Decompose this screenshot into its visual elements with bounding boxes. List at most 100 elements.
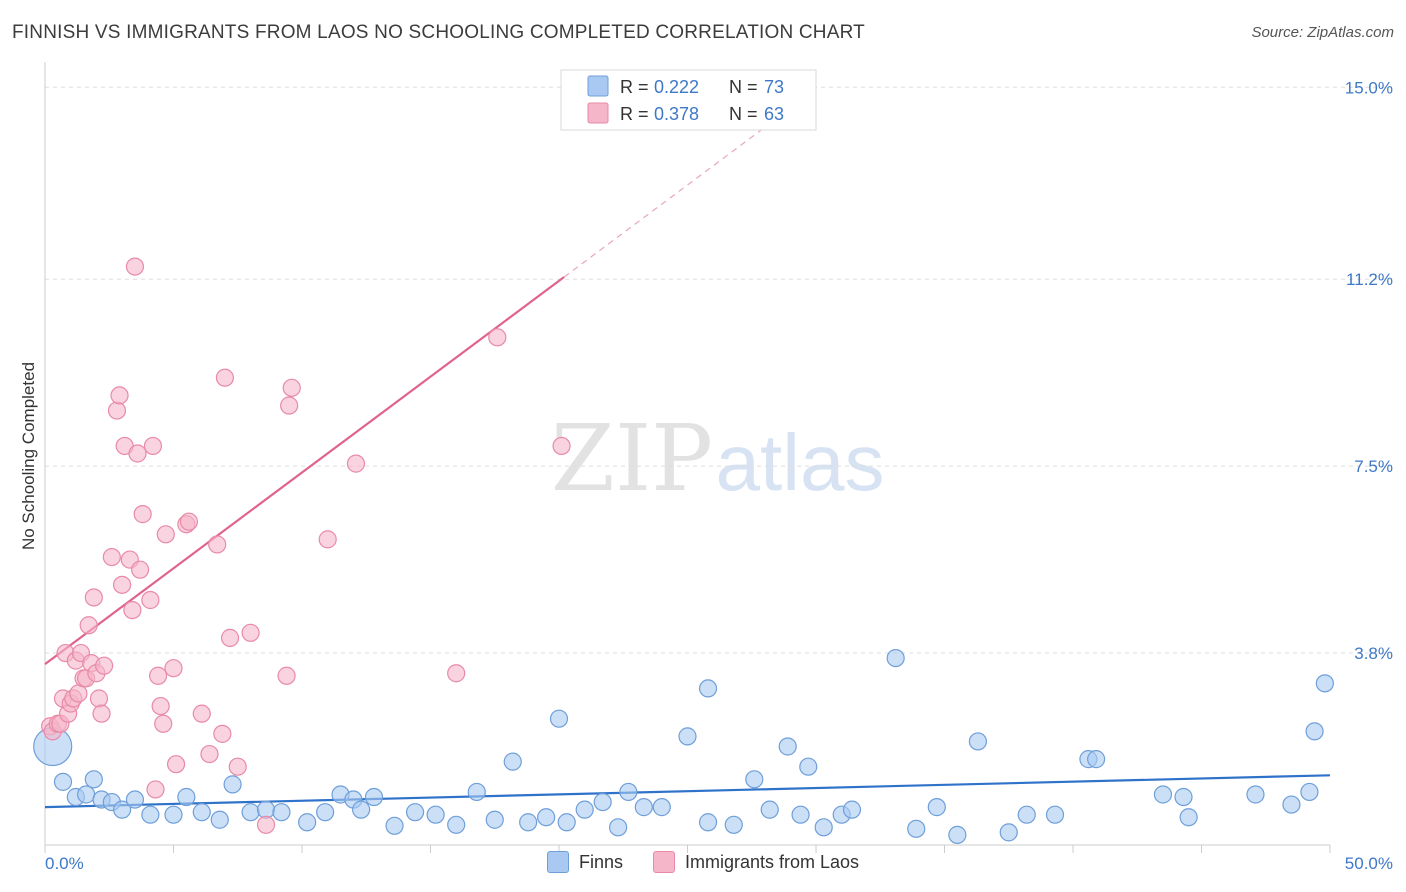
laos-point bbox=[192, 704, 211, 723]
finns-point bbox=[112, 800, 132, 819]
finns-point bbox=[405, 803, 425, 822]
laos-point bbox=[110, 386, 129, 405]
laos-point bbox=[92, 704, 111, 723]
finns-point bbox=[84, 770, 103, 789]
finns-point bbox=[1174, 787, 1193, 807]
finns-point bbox=[886, 648, 905, 668]
x-tick-label: 0.0% bbox=[45, 854, 84, 873]
finns-point bbox=[575, 800, 594, 819]
laos-point bbox=[133, 505, 152, 524]
y-tick-label: 11.2% bbox=[1346, 270, 1393, 289]
finns-point bbox=[791, 805, 810, 824]
laos-point bbox=[552, 436, 571, 456]
finns-point bbox=[485, 810, 504, 829]
laos-point bbox=[277, 666, 296, 685]
laos-point bbox=[130, 560, 150, 579]
finns-point bbox=[537, 808, 556, 827]
laos-point bbox=[146, 780, 165, 799]
finns-point bbox=[223, 775, 242, 794]
laos-point bbox=[166, 755, 186, 774]
finns-point bbox=[519, 813, 538, 832]
legend-item-finns: Finns bbox=[546, 851, 623, 873]
laos-point bbox=[215, 368, 234, 387]
laos-point bbox=[256, 815, 276, 834]
finns-point bbox=[164, 805, 183, 824]
laos-point bbox=[143, 436, 163, 456]
laos-point bbox=[213, 724, 232, 743]
finns-point bbox=[1179, 808, 1198, 827]
legend-n-label: N = bbox=[729, 77, 758, 97]
y-axis-label: No Schooling Completed bbox=[19, 362, 38, 550]
data-points bbox=[33, 257, 1334, 844]
finns-point bbox=[385, 816, 404, 835]
laos-point bbox=[102, 547, 121, 567]
finns-point bbox=[760, 800, 779, 819]
finns-point bbox=[745, 770, 764, 789]
laos-point bbox=[148, 666, 168, 685]
laos-point bbox=[79, 616, 98, 635]
finns-point bbox=[842, 800, 862, 819]
laos-point bbox=[318, 530, 337, 549]
finns-point bbox=[77, 785, 96, 804]
finns-point bbox=[619, 782, 638, 802]
finns-point bbox=[1087, 750, 1106, 769]
chart-title: FINNISH VS IMMIGRANTS FROM LAOS NO SCHOO… bbox=[12, 22, 865, 43]
laos-point bbox=[112, 575, 132, 594]
finns-point bbox=[778, 737, 797, 756]
finns-point bbox=[549, 709, 569, 728]
laos-point bbox=[128, 444, 147, 463]
finns-point bbox=[426, 805, 445, 824]
gridlines bbox=[45, 86, 1392, 654]
finns-point bbox=[698, 679, 718, 698]
laos-trend-line bbox=[44, 276, 565, 666]
finns-point bbox=[1305, 722, 1324, 741]
finns-point bbox=[927, 798, 946, 817]
laos-point bbox=[488, 328, 507, 347]
legend-swatch-finns bbox=[587, 75, 609, 97]
finns-point bbox=[1315, 674, 1334, 693]
laos-point bbox=[282, 378, 301, 397]
axes bbox=[44, 62, 1331, 853]
legend-item-laos: Immigrants from Laos bbox=[652, 851, 860, 873]
legend-n-label: N = bbox=[729, 104, 758, 124]
laos-point bbox=[141, 590, 160, 610]
legend-r-label: R = bbox=[620, 77, 649, 97]
laos-point bbox=[208, 535, 227, 554]
finns-point bbox=[503, 752, 522, 771]
laos-point bbox=[200, 744, 219, 764]
finns-point bbox=[999, 823, 1018, 842]
finns-point bbox=[968, 732, 988, 751]
finns-point bbox=[593, 792, 612, 812]
finns-point bbox=[678, 727, 697, 746]
legend-r-value: 0.378 bbox=[654, 104, 699, 124]
finns-point bbox=[1300, 782, 1319, 802]
legend-n-value: 73 bbox=[764, 77, 784, 97]
finns-point bbox=[467, 782, 486, 802]
legend-swatch-laos bbox=[652, 851, 675, 873]
legend-label-laos: Immigrants from Laos bbox=[684, 851, 860, 872]
finns-point bbox=[652, 798, 671, 817]
laos-point bbox=[164, 659, 183, 678]
finns-point bbox=[53, 772, 73, 791]
finns-point bbox=[698, 813, 718, 832]
laos-point bbox=[69, 684, 88, 703]
legend-label-finns: Finns bbox=[578, 851, 623, 872]
finns-point bbox=[1246, 785, 1265, 804]
laos-point bbox=[84, 588, 103, 607]
finns-point bbox=[192, 803, 211, 822]
watermark: ZIP atlas bbox=[551, 405, 885, 512]
finns-point bbox=[799, 757, 818, 776]
finns-point bbox=[1045, 805, 1065, 824]
finns-point bbox=[1282, 795, 1301, 814]
finns-point bbox=[125, 790, 145, 809]
finns-point bbox=[814, 818, 833, 837]
source-credit: Source: ZipAtlas.com bbox=[1251, 24, 1394, 41]
finns-point bbox=[210, 810, 229, 829]
legend-box: R = 0.222 N = 73 R = 0.378 N = 63 bbox=[560, 69, 817, 131]
finns-point bbox=[557, 813, 576, 832]
tick-labels: 3.8% 7.5% 11.2% 15.0% 0.0% 50.0% bbox=[45, 78, 1393, 873]
finns-point bbox=[948, 825, 967, 844]
finns-point bbox=[609, 818, 628, 837]
laos-point bbox=[156, 525, 175, 544]
